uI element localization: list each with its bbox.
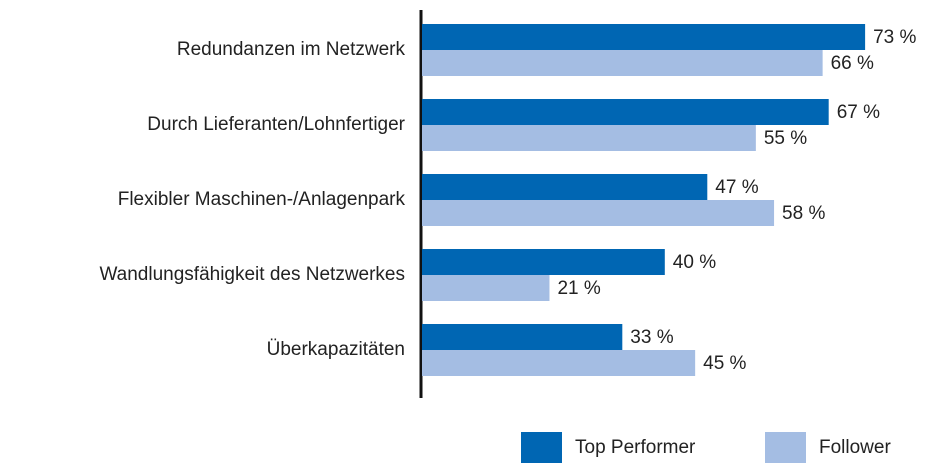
value-label: 73 % bbox=[873, 27, 916, 48]
category-label: Redundanzen im Netzwerk bbox=[177, 39, 406, 60]
category-label: Flexibler Maschinen-/Anlagenpark bbox=[118, 189, 406, 210]
value-label: 58 % bbox=[782, 203, 825, 224]
bar bbox=[422, 99, 829, 125]
bar bbox=[422, 350, 696, 376]
value-label: 66 % bbox=[831, 53, 874, 74]
bar bbox=[422, 275, 550, 301]
value-label: 55 % bbox=[764, 128, 807, 149]
bar bbox=[422, 50, 823, 76]
legend-swatch bbox=[521, 432, 562, 463]
bar bbox=[422, 200, 775, 226]
bar bbox=[422, 249, 665, 275]
value-label: 67 % bbox=[837, 102, 880, 123]
category-label: Durch Lieferanten/Lohnfertiger bbox=[147, 114, 405, 135]
bar bbox=[422, 174, 708, 200]
value-label: 33 % bbox=[630, 327, 673, 348]
category-label: Überkapazitäten bbox=[267, 339, 405, 360]
value-label: 21 % bbox=[557, 278, 600, 299]
bar bbox=[422, 324, 623, 350]
bar bbox=[422, 125, 756, 151]
legend-label: Top Performer bbox=[575, 437, 696, 458]
value-label: 47 % bbox=[715, 177, 758, 198]
value-label: 40 % bbox=[673, 252, 716, 273]
category-label: Wandlungsfähigkeit des Netzwerkes bbox=[99, 264, 405, 285]
legend-swatch bbox=[765, 432, 806, 463]
legend-label: Follower bbox=[819, 437, 891, 458]
bar bbox=[422, 24, 866, 50]
value-label: 45 % bbox=[703, 353, 746, 374]
